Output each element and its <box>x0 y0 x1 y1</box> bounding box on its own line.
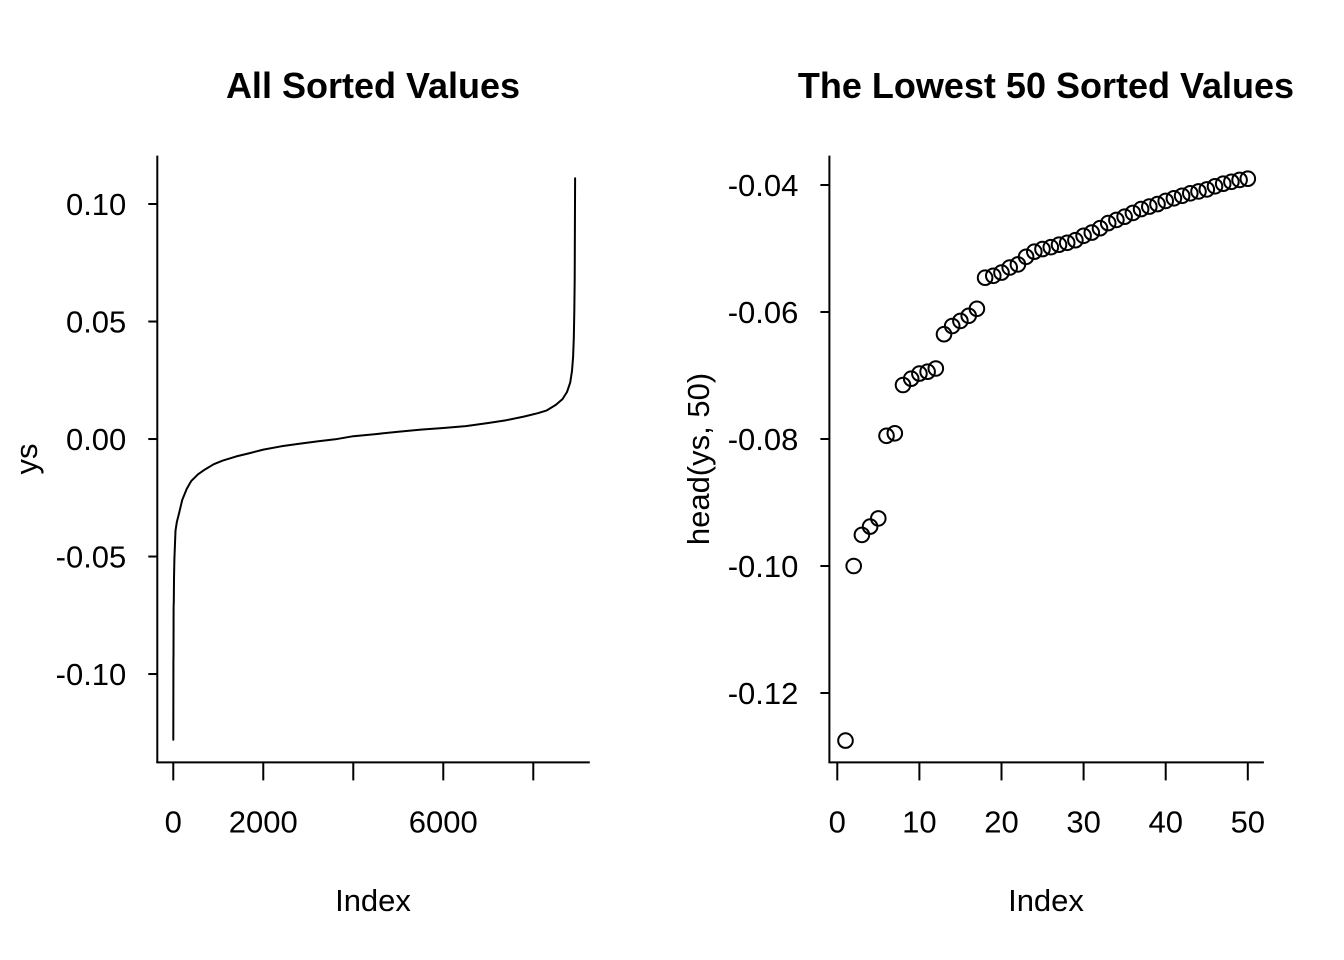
data-point-circle <box>927 360 945 377</box>
data-point-circle <box>1026 243 1043 260</box>
data-point-circle <box>935 325 953 343</box>
curve-path <box>172 177 577 741</box>
y-tick-label: -0.06 <box>728 295 799 330</box>
y-tick-label: 0.05 <box>66 305 126 340</box>
data-point-circle <box>1198 181 1216 198</box>
data-point-circle <box>837 732 854 749</box>
y-tick-label: 0.00 <box>66 422 126 457</box>
data-point-circle <box>1108 211 1125 229</box>
x-tick-label: 6000 <box>409 804 478 839</box>
data-point-circle <box>1231 171 1248 189</box>
y-tick-label: -0.04 <box>728 168 799 203</box>
data-point-circle <box>1214 175 1232 192</box>
x-tick-label: 30 <box>1066 804 1100 839</box>
data-point-circle <box>886 425 904 442</box>
data-point-circle <box>1124 204 1142 222</box>
data-point-circle <box>1149 195 1166 213</box>
data-point-circle <box>1067 231 1084 249</box>
x-tick-label: 10 <box>902 804 936 839</box>
data-point-circle <box>1165 190 1183 207</box>
data-point-circle <box>976 269 994 287</box>
data-point-circle <box>1157 192 1174 210</box>
data-point-circle <box>1239 170 1257 187</box>
left-plot: All Sorted Values Index ys 0 2000 6000 0.10… <box>9 65 590 918</box>
data-point-circle <box>1042 238 1060 256</box>
y-tick-label: -0.05 <box>56 540 127 575</box>
data-point-circle <box>943 317 961 335</box>
y-tick-label: -0.10 <box>728 549 799 584</box>
data-point-circle <box>1141 198 1158 215</box>
data-point-circle <box>870 510 887 527</box>
data-point-circle <box>1182 185 1199 202</box>
right-plot-axes-and-points: 0 10 20 30 40 50 -0.04 -0.06 -0.08 -0.10 -0.12 <box>728 155 1265 839</box>
data-point-circle <box>1099 214 1117 232</box>
left-plot-ylabel: ys <box>9 444 44 475</box>
right-plot-xlabel: Index <box>1008 883 1084 918</box>
right-plot: The Lowest 50 Sorted Values Index head(y… <box>681 65 1294 918</box>
data-point-circle <box>1058 234 1076 252</box>
data-point-circle <box>1017 248 1035 266</box>
data-point-circle <box>919 363 936 381</box>
data-point-circle <box>1050 236 1068 253</box>
right-plot-ylabel: head(ys, 50) <box>681 373 716 545</box>
x-tick-label: 0 <box>165 804 182 839</box>
data-point-circle <box>1173 187 1191 205</box>
data-point-circle <box>861 518 879 535</box>
x-tick-label: 50 <box>1231 804 1265 839</box>
data-point-circle <box>1190 183 1207 200</box>
left-plot-title: All Sorted Values <box>226 65 520 106</box>
data-point-circle <box>952 312 969 330</box>
x-tick-label: 20 <box>984 804 1018 839</box>
data-point-circle <box>911 365 928 382</box>
right-plot-title: The Lowest 50 Sorted Values <box>798 65 1294 106</box>
data-point-circle <box>902 370 920 388</box>
data-point-circle <box>1075 227 1092 245</box>
data-point-circle <box>1206 178 1224 195</box>
left-plot-xlabel: Index <box>335 883 411 918</box>
data-point-circle <box>1223 173 1240 191</box>
data-point-circle <box>1116 208 1133 225</box>
data-point-circle <box>985 267 1002 285</box>
data-point-circle <box>1091 219 1109 237</box>
data-point-circle <box>968 300 986 318</box>
data-point-circle <box>1034 240 1051 258</box>
left-plot-axes-and-curve: 0 2000 6000 0.10 0.05 0.00 -0.05 -0.10 <box>56 155 590 839</box>
data-point-circle <box>845 557 863 575</box>
y-tick-label: -0.10 <box>56 657 127 692</box>
x-tick-label: 40 <box>1148 804 1182 839</box>
data-point-circle <box>1083 224 1101 241</box>
x-tick-label: 0 <box>829 804 846 839</box>
data-point-circle <box>853 526 871 544</box>
data-point-circle <box>1001 259 1019 276</box>
x-tick-label: 2000 <box>229 804 298 839</box>
data-point-circle <box>878 427 895 445</box>
y-tick-label: 0.10 <box>66 187 126 222</box>
y-tick-label: -0.12 <box>728 676 799 711</box>
data-point-circle <box>1132 200 1150 218</box>
y-tick-label: -0.08 <box>728 422 799 457</box>
data-point-circle <box>993 264 1010 281</box>
